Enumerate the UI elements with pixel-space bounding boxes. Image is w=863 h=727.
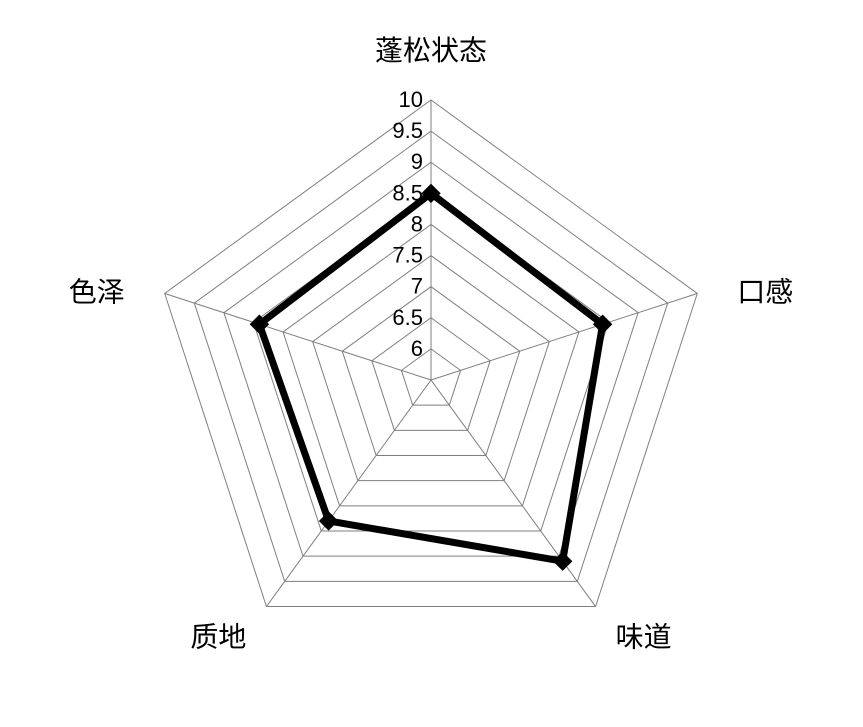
tick-label: 7.5 bbox=[392, 243, 423, 268]
data-marker bbox=[554, 552, 572, 570]
tick-label: 9.5 bbox=[392, 118, 423, 143]
tick-label: 9 bbox=[411, 149, 423, 174]
axis-label: 口感 bbox=[737, 276, 793, 307]
axis-label: 质地 bbox=[190, 622, 246, 653]
tick-label: 6 bbox=[411, 336, 423, 361]
grid-spoke bbox=[431, 293, 697, 380]
tick-label: 8 bbox=[411, 211, 423, 236]
axis-label: 蓬松状态 bbox=[375, 35, 487, 66]
axis-label: 味道 bbox=[616, 622, 672, 653]
grid-spoke bbox=[165, 293, 431, 380]
radar-chart: 66.577.588.599.510蓬松状态口感味道质地色泽 bbox=[0, 0, 863, 727]
tick-label: 10 bbox=[399, 87, 423, 112]
data-marker bbox=[320, 512, 338, 530]
tick-label: 6.5 bbox=[392, 305, 423, 330]
tick-label: 7 bbox=[411, 274, 423, 299]
axis-label: 色泽 bbox=[69, 276, 125, 307]
